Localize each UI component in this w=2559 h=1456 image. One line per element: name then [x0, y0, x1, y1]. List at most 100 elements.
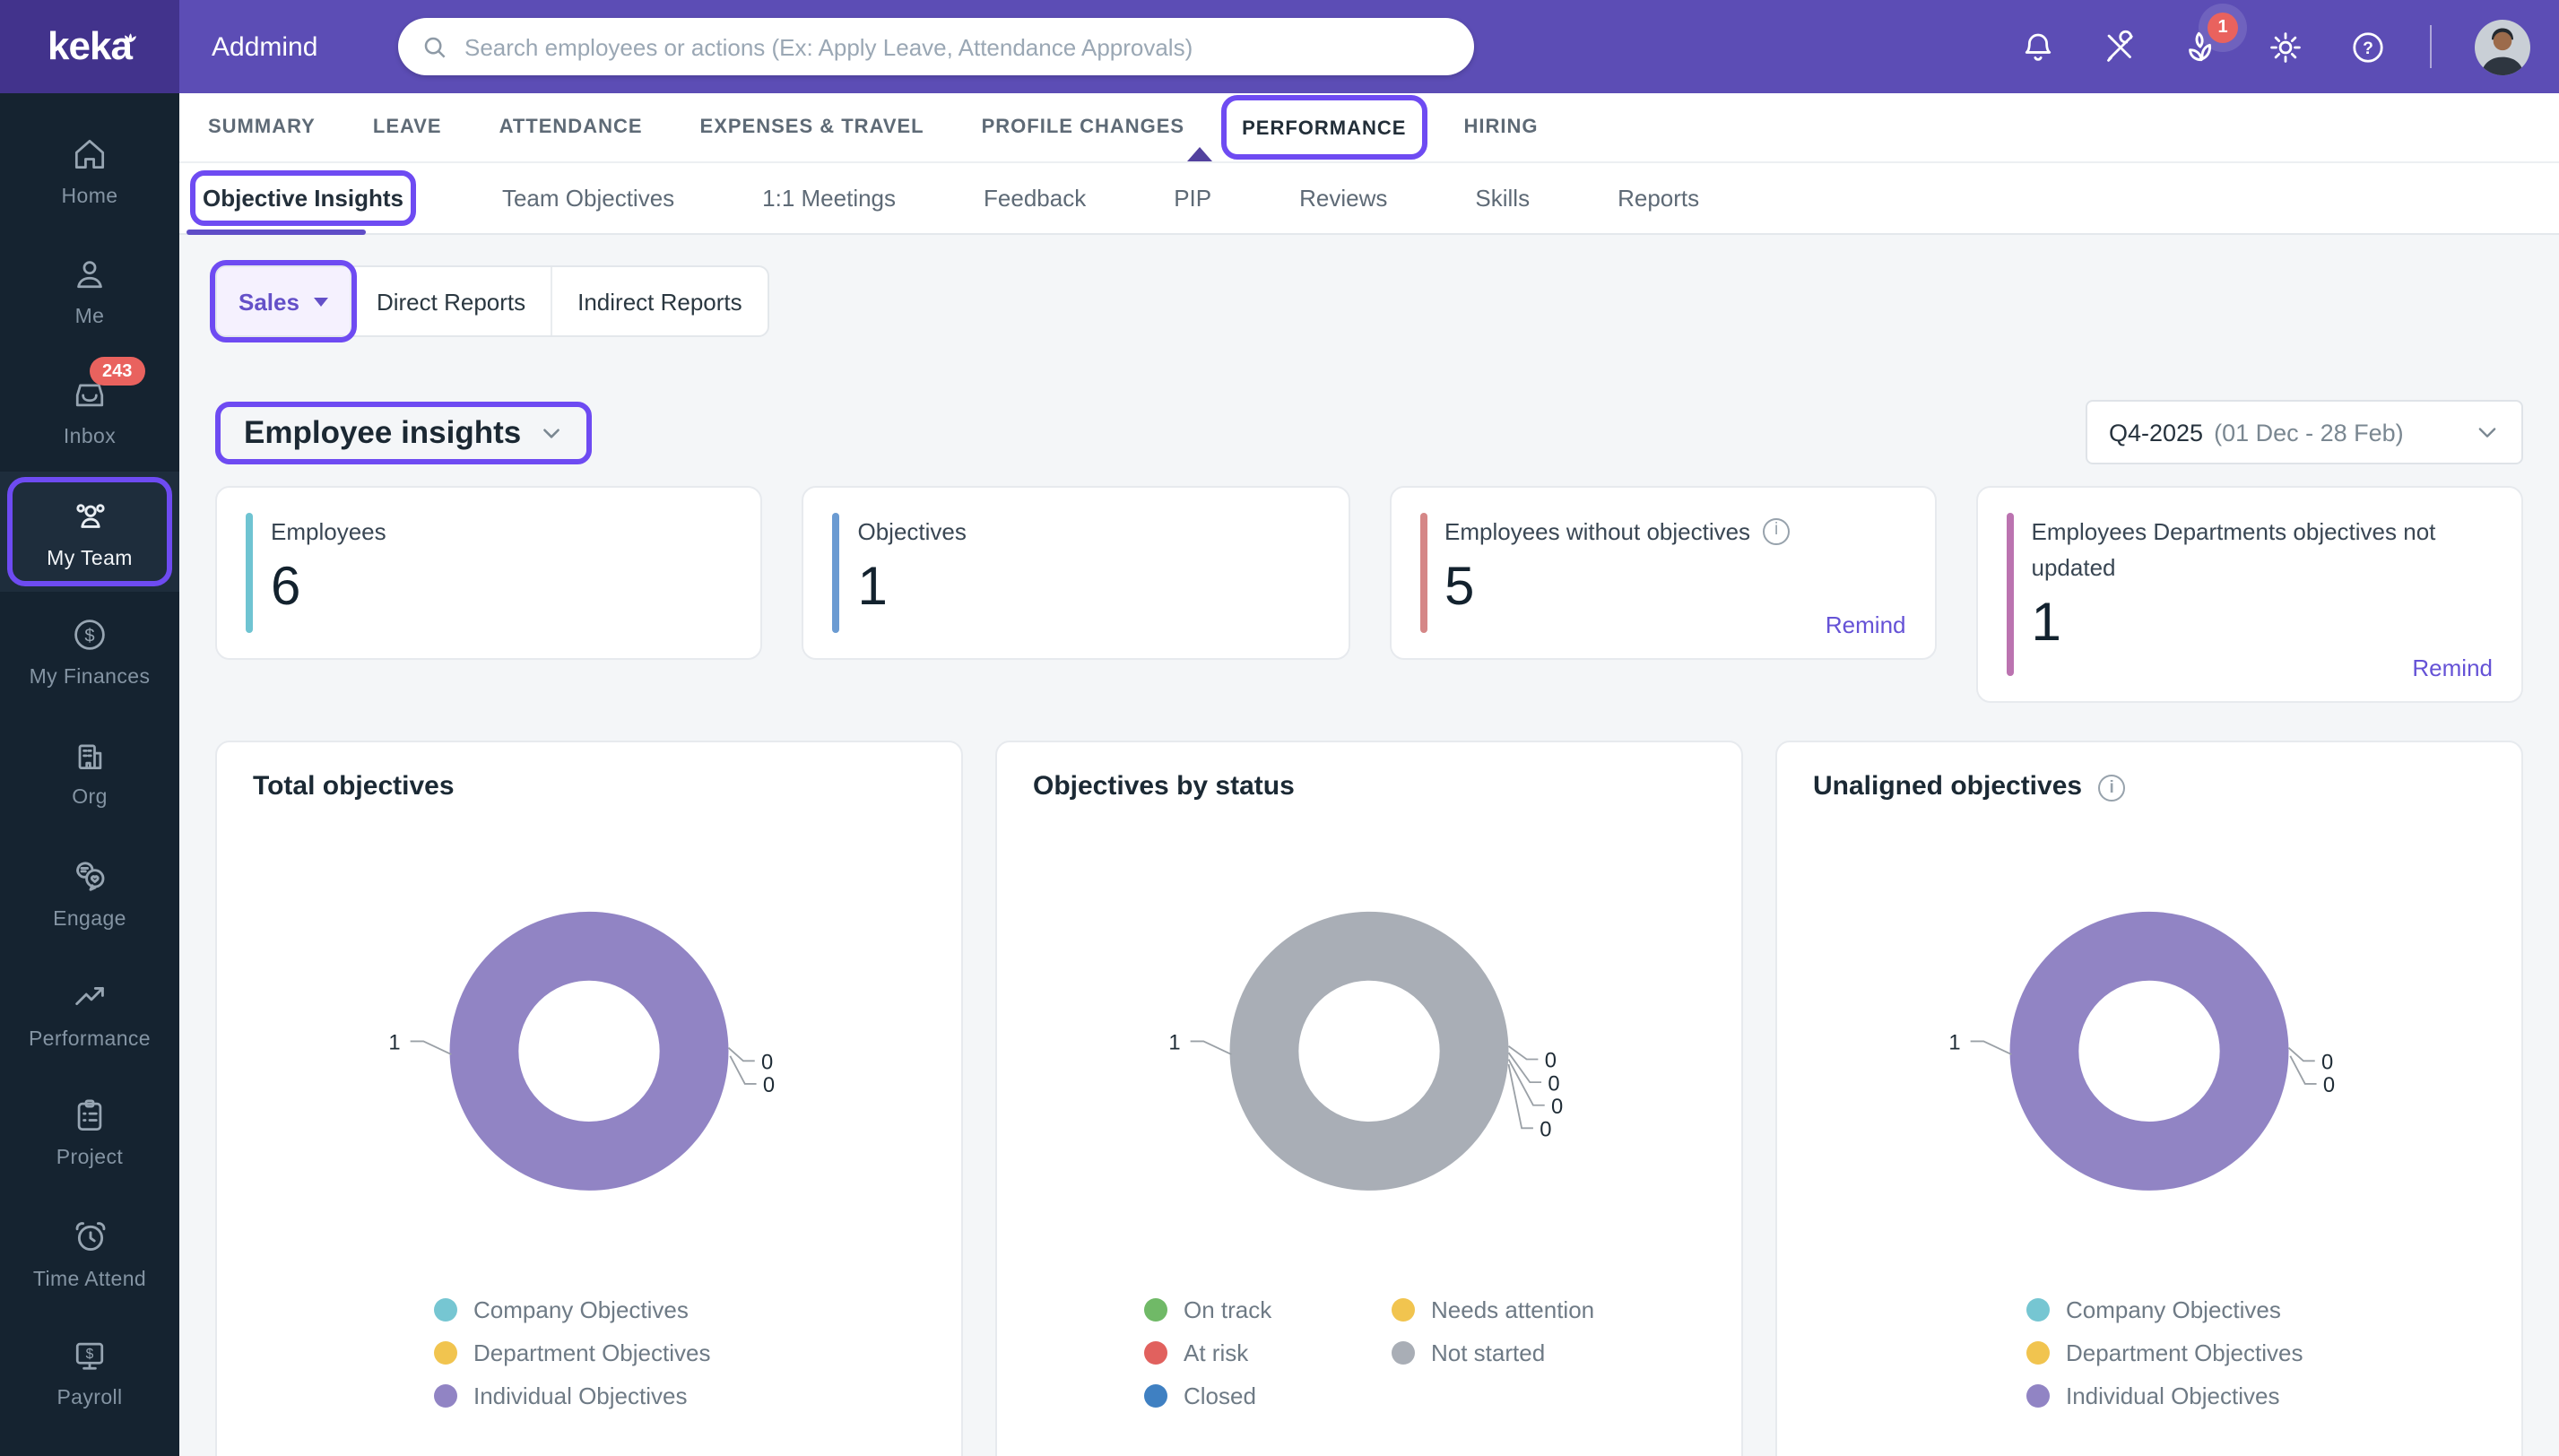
direct-reports-tab[interactable]: Direct Reports [351, 267, 552, 335]
accent-bar [1419, 513, 1427, 633]
remind-link[interactable]: Remind [1826, 611, 1906, 638]
sidebar-item-time-attend[interactable]: Time Attend [0, 1192, 179, 1313]
legend-item[interactable]: At risk [1144, 1340, 1392, 1367]
legend-item[interactable]: Not started [1392, 1340, 1594, 1367]
sidebar-item-my-finances[interactable]: $ My Finances [0, 592, 179, 712]
stat-card-departments-not-updated: Employees Departments objectives not upd… [1976, 486, 2524, 703]
legend-item[interactable]: Company Objectives [434, 1297, 925, 1324]
accent-bar [2007, 513, 2014, 676]
subtab-feedback[interactable]: Feedback [984, 185, 1086, 212]
page-title: Employee insights [244, 413, 521, 451]
chart-title: Total objectives [253, 771, 925, 802]
building-icon [70, 735, 109, 775]
sidebar-item-org[interactable]: Org [0, 712, 179, 832]
department-filter-tab[interactable]: Sales [217, 267, 351, 335]
callout-label: 0 [761, 1050, 773, 1074]
clipboard-icon [70, 1096, 109, 1135]
legend-item[interactable]: Closed [1144, 1383, 1392, 1410]
indirect-reports-tab[interactable]: Indirect Reports [552, 267, 768, 335]
main-area: SUMMARY LEAVE ATTENDANCE EXPENSES & TRAV… [179, 93, 2559, 1456]
stat-cards: Employees 6 Objectives 1 Employees witho… [215, 486, 2523, 703]
info-icon[interactable]: i [1763, 518, 1790, 545]
tab-summary[interactable]: SUMMARY [208, 117, 316, 138]
tab-expenses-travel[interactable]: EXPENSES & TRAVEL [700, 117, 924, 138]
chevron-down-icon [2475, 420, 2500, 445]
performance-subnav: Objective Insights Team Objectives 1:1 M… [179, 161, 2559, 235]
subtab-reports[interactable]: Reports [1618, 185, 1699, 212]
sidebar-item-me[interactable]: Me [0, 231, 179, 351]
subtab-pip[interactable]: PIP [1174, 185, 1211, 212]
report-scope-tabs: Sales Direct Reports Indirect Reports [215, 265, 769, 337]
accent-bar [246, 513, 253, 633]
legend-item[interactable]: Company Objectives [2026, 1297, 2485, 1324]
sidebar-item-home[interactable]: Home [0, 111, 179, 231]
sidebar-item-my-team[interactable]: My Team [0, 472, 179, 592]
svg-text:$: $ [86, 1347, 94, 1362]
sidebar-item-engage[interactable]: Engage [0, 832, 179, 952]
callout-label: 1 [1948, 1031, 1960, 1055]
whats-new-icon[interactable]: 1 [2182, 27, 2222, 66]
subtab-reviews[interactable]: Reviews [1299, 185, 1387, 212]
objectives-by-status-donut: 1 0 0 0 0 [1033, 805, 1705, 1297]
sidebar-item-performance[interactable]: Performance [0, 952, 179, 1072]
tab-hiring[interactable]: HIRING [1463, 117, 1538, 138]
svg-text:$: $ [84, 626, 94, 646]
sidebar-item-payroll[interactable]: $ Payroll [0, 1313, 179, 1433]
chart-title: Unaligned objectives [1813, 771, 2082, 802]
subtab-skills[interactable]: Skills [1475, 185, 1530, 212]
donut-ring[interactable] [1264, 946, 1474, 1156]
stat-card-objectives: Objectives 1 [802, 486, 1350, 660]
keka-petals-icon [118, 22, 142, 61]
period-select[interactable]: Q4-2025 (01 Dec - 28 Feb) [2086, 400, 2523, 464]
global-search[interactable] [398, 18, 1474, 75]
callout-label: 0 [1545, 1049, 1557, 1073]
insights-selector[interactable]: Employee insights [215, 401, 591, 464]
keka-logo[interactable]: keka [0, 0, 179, 93]
callout-label: 1 [388, 1031, 400, 1055]
tools-icon[interactable] [2100, 27, 2139, 66]
legend-item[interactable]: Department Objectives [434, 1340, 925, 1367]
donut-ring[interactable] [484, 946, 694, 1156]
module-nav: SUMMARY LEAVE ATTENDANCE EXPENSES & TRAV… [179, 93, 2559, 161]
topbar-divider [2430, 25, 2432, 68]
callout-label: 0 [1540, 1117, 1551, 1141]
legend-item[interactable]: On track [1144, 1297, 1392, 1324]
callout-label: 0 [1548, 1071, 1559, 1096]
unaligned-objectives-card: Unaligned objectivesi 1 0 0 Company Obje… [1775, 741, 2523, 1456]
help-icon[interactable]: ? [2347, 27, 2387, 66]
whats-new-badge: 1 [2208, 13, 2238, 43]
without-objectives-count: 5 [1444, 558, 1906, 619]
legend-item[interactable]: Department Objectives [2026, 1340, 2485, 1367]
sidebar-item-project[interactable]: Project [0, 1072, 179, 1192]
stat-card-employees: Employees 6 [215, 486, 763, 660]
chart-cards: Total objectives 1 0 0 Company Objective… [215, 741, 2523, 1456]
callout-label: 0 [763, 1073, 775, 1097]
legend-item[interactable]: Needs attention [1392, 1297, 1594, 1324]
workspace-name: Addmind [212, 31, 317, 62]
tab-leave[interactable]: LEAVE [373, 117, 442, 138]
app: keka Addmind 1 ? [0, 0, 2559, 1456]
legend-item[interactable]: Individual Objectives [2026, 1383, 2485, 1410]
settings-gear-icon[interactable] [2265, 27, 2304, 66]
tab-profile-changes[interactable]: PROFILE CHANGES [982, 117, 1184, 138]
employees-count: 6 [271, 558, 733, 619]
legend-item[interactable]: Individual Objectives [434, 1383, 925, 1410]
subtab-objective-insights[interactable]: Objective Insights [203, 185, 403, 212]
info-icon[interactable]: i [2098, 775, 2125, 802]
callout-label: 0 [1551, 1095, 1563, 1119]
tab-attendance[interactable]: ATTENDANCE [499, 117, 643, 138]
subtab-team-objectives[interactable]: Team Objectives [502, 185, 674, 212]
profile-avatar[interactable] [2475, 19, 2530, 74]
remind-link[interactable]: Remind [2412, 654, 2493, 681]
donut-ring[interactable] [2044, 946, 2254, 1156]
stat-card-without-objectives: Employees without objectivesi 5 Remind [1389, 486, 1937, 660]
objective-insights-annotation: Objective Insights [190, 170, 416, 226]
tab-performance[interactable]: PERFORMANCE [1242, 118, 1406, 140]
top-right-actions: 1 ? [2017, 0, 2530, 93]
objectives-count: 1 [858, 558, 1320, 619]
notifications-bell-icon[interactable] [2017, 27, 2057, 66]
sidebar-item-inbox[interactable]: 243 Inbox [0, 351, 179, 472]
subtab-11-meetings[interactable]: 1:1 Meetings [762, 185, 896, 212]
departments-not-updated-count: 1 [2032, 594, 2494, 655]
search-input[interactable] [464, 33, 1451, 60]
